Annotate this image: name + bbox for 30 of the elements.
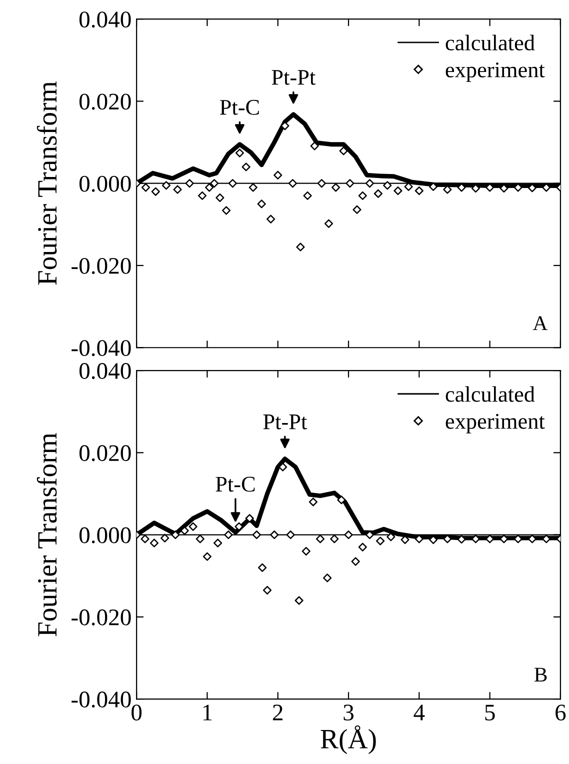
- legend-label: calculated: [446, 386, 535, 402]
- y-tick-label: 0.040: [79, 363, 131, 380]
- x-tick-label: 0: [132, 704, 142, 721]
- x-tick-label: 5: [485, 704, 495, 721]
- x-tick-label: 2: [272, 704, 282, 720]
- annotation: Pt-Pt: [272, 70, 316, 85]
- x-tick-label: 6: [556, 704, 566, 721]
- y-tick-label: -0.040: [72, 340, 131, 356]
- annotation: B: [534, 668, 547, 682]
- x-tick-label: 1: [203, 704, 212, 720]
- annotation: Pt-Pt: [263, 414, 308, 430]
- y-tick-label: -0.040: [72, 692, 131, 708]
- y-tick-label: 0.020: [79, 445, 131, 462]
- y-tick-label: -0.020: [72, 609, 131, 626]
- y-tick-label: 0.000: [79, 176, 131, 192]
- y-axis-title: Fourier Transform: [36, 82, 57, 285]
- x-tick-label: 3: [344, 704, 354, 721]
- legend-label: calculated: [446, 34, 535, 50]
- legend-label: experiment: [446, 414, 545, 434]
- y-tick-label: 0.000: [79, 527, 131, 544]
- x-axis-title: R(Å): [320, 725, 376, 754]
- y-tick-label: 0.020: [79, 94, 131, 110]
- y-tick-label: 0.040: [79, 12, 131, 28]
- x-tick-label: 4: [414, 704, 425, 720]
- annotation: Pt-C: [216, 476, 255, 492]
- annotation: Pt-C: [220, 100, 259, 115]
- legend-label: experiment: [446, 62, 545, 82]
- y-tick-label: -0.020: [72, 258, 131, 274]
- annotation: A: [532, 316, 548, 330]
- y-axis-title: Fourier Transform: [36, 432, 57, 636]
